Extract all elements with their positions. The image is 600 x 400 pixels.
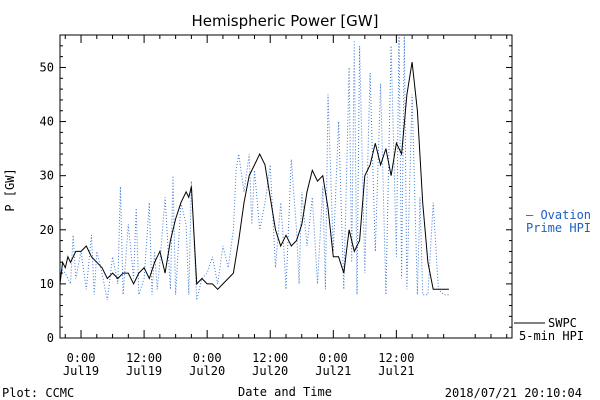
x-axis-label: Date and Time [238,385,332,399]
series-swpc-line [59,62,449,291]
x-tick-date-label: Jul19 [126,364,162,378]
footer-timestamp: 2018/07/21 20:10:04 [445,386,582,400]
chart-title: Hemispheric Power [GW] [192,12,379,30]
x-tick-time-label: 12:00 [252,351,288,365]
x-tick-date-label: Jul19 [63,364,99,378]
x-tick-time-label: 12:00 [126,351,162,365]
plot-frame [59,34,513,339]
x-tick-time-label: 0:00 [319,351,348,365]
series-ovation-prime-line [59,34,449,301]
y-tick-label: 50 [40,60,54,74]
y-tick-label: 0 [47,331,54,345]
y-axis: 0 10 20 30 40 50 [40,34,512,345]
y-tick-label: 30 [40,169,54,183]
plot-area [59,34,513,339]
y-tick-label: 40 [40,115,54,129]
x-tick-time-label: 0:00 [67,351,96,365]
x-tick-date-label: Jul20 [189,364,225,378]
legend-swpc-line1: SWPC [548,316,577,330]
y-tick-label: 10 [40,277,54,291]
x-tick-time-label: 12:00 [378,351,414,365]
x-axis: 0:00Jul1912:00Jul190:00Jul2012:00Jul200:… [63,35,508,378]
legend-swpc-line2: 5-min HPI [519,329,584,343]
x-tick-time-label: 0:00 [193,351,222,365]
legend-ovation-line2: Prime HPI [526,221,591,235]
y-axis-label: P [GW] [3,168,17,211]
footer-credit: Plot: CCMC [2,386,74,400]
series-group [59,34,449,301]
legend-ovation-line1: — Ovation [526,208,591,222]
x-tick-date-label: Jul20 [252,364,288,378]
x-tick-date-label: Jul21 [315,364,351,378]
x-tick-date-label: Jul21 [378,364,414,378]
y-tick-label: 20 [40,223,54,237]
